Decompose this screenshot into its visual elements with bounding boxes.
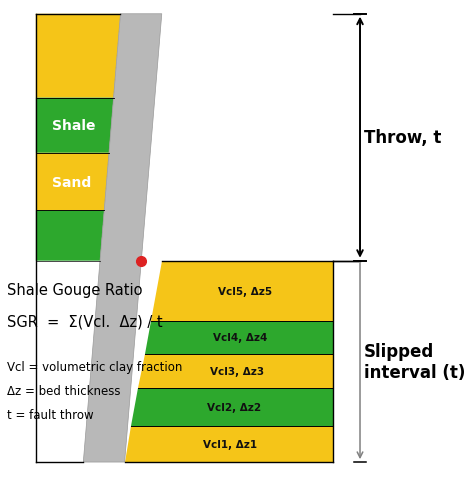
Text: Vcl4, Δz4: Vcl4, Δz4 [213,333,268,343]
Text: Shale Gouge Ratio: Shale Gouge Ratio [7,282,142,297]
Polygon shape [83,15,162,462]
Text: Vcl = volumetric clay fraction: Vcl = volumetric clay fraction [7,360,182,373]
Polygon shape [125,426,333,462]
Text: Δz = bed thickness: Δz = bed thickness [7,384,120,397]
Polygon shape [138,354,333,388]
Polygon shape [36,153,109,211]
Text: t = fault throw: t = fault throw [7,408,93,421]
Polygon shape [36,98,113,153]
Text: Vcl1, Δz1: Vcl1, Δz1 [203,439,257,449]
Polygon shape [36,211,104,261]
Text: SGR  =  Σ(Vcl.  Δz) / t: SGR = Σ(Vcl. Δz) / t [7,314,163,329]
Text: Throw, t: Throw, t [364,129,441,147]
Text: Slipped
interval (t): Slipped interval (t) [364,342,465,381]
Text: Sand: Sand [52,175,91,189]
Polygon shape [36,15,120,98]
Text: Vcl5, Δz5: Vcl5, Δz5 [218,286,272,296]
Polygon shape [131,388,333,426]
Text: Shale: Shale [52,119,95,133]
Text: Vcl3, Δz3: Vcl3, Δz3 [210,366,264,376]
Text: Vcl2, Δz2: Vcl2, Δz2 [207,402,261,412]
Polygon shape [151,261,333,321]
Polygon shape [145,321,333,354]
